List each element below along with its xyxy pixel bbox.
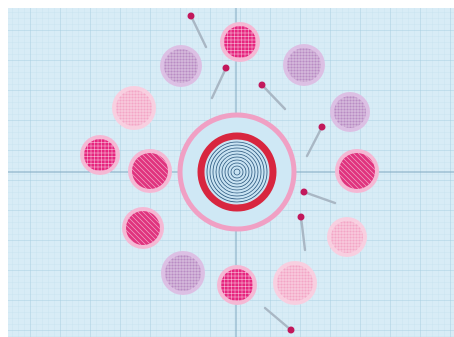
pin-head — [297, 213, 305, 221]
pin-head — [258, 81, 266, 89]
patch-left-striped-magenta[interactable] — [96, 149, 202, 193]
pin-shaft — [305, 125, 324, 158]
spiral-ring — [224, 159, 250, 185]
badge-spiral-fill — [205, 140, 269, 204]
pin-shaft — [210, 66, 228, 100]
spiral-ring — [209, 144, 265, 200]
pin-right-bottom[interactable] — [297, 213, 307, 252]
spiral-ring — [230, 165, 244, 179]
pin-head — [187, 12, 195, 20]
patch-right-lavender[interactable] — [330, 92, 370, 132]
center-spiral-badge[interactable] — [177, 112, 297, 232]
patch-upper-left-lavender[interactable] — [160, 45, 202, 87]
pin-shaft — [263, 306, 293, 332]
patch-far-left-magenta[interactable] — [80, 135, 120, 175]
patch-core — [224, 26, 256, 58]
spiral-ring — [233, 168, 241, 176]
pin-upper-right[interactable] — [258, 81, 287, 111]
pin-shaft — [260, 83, 287, 111]
pin-shaft — [299, 215, 307, 252]
patch-core — [287, 48, 321, 82]
pin-head — [222, 64, 230, 72]
pin-bottom[interactable] — [263, 306, 295, 334]
spiral-ring — [218, 153, 256, 191]
patch-core — [221, 269, 253, 301]
pin-upper-center[interactable] — [210, 64, 230, 100]
pin-right-upper[interactable] — [305, 123, 326, 158]
patch-bottom-right-pink[interactable] — [273, 261, 317, 305]
spiral-ring — [215, 150, 259, 194]
pin-right-lower[interactable] — [300, 188, 337, 205]
patch-right-striped-magenta[interactable] — [303, 149, 409, 193]
pin-head — [318, 123, 326, 131]
patch-lower-left-striped[interactable] — [92, 207, 191, 249]
pin-top[interactable] — [187, 12, 208, 49]
patch-left-pink[interactable] — [112, 86, 156, 130]
patch-right-pink[interactable] — [327, 217, 367, 257]
patch-upper-right-lavender[interactable] — [283, 44, 325, 86]
spiral-ring — [212, 147, 262, 197]
patch-core — [164, 49, 198, 83]
patch-bottom-magenta[interactable] — [217, 265, 257, 305]
badge-spiral — [206, 141, 268, 203]
patch-core — [84, 139, 116, 171]
pin-head — [287, 326, 295, 334]
pin-head — [300, 188, 308, 196]
spiral-ring — [206, 141, 268, 203]
spiral-ring — [227, 162, 247, 182]
patch-bottom-left-lavender[interactable] — [161, 251, 205, 295]
patch-core — [126, 211, 160, 245]
patch-core — [132, 153, 168, 189]
patch-top-magenta[interactable] — [220, 22, 260, 62]
pin-shaft — [189, 14, 208, 49]
spiral-ring — [221, 156, 253, 188]
pin-shaft — [302, 190, 337, 205]
patch-core — [339, 153, 375, 189]
badge-red-ring — [197, 132, 277, 212]
